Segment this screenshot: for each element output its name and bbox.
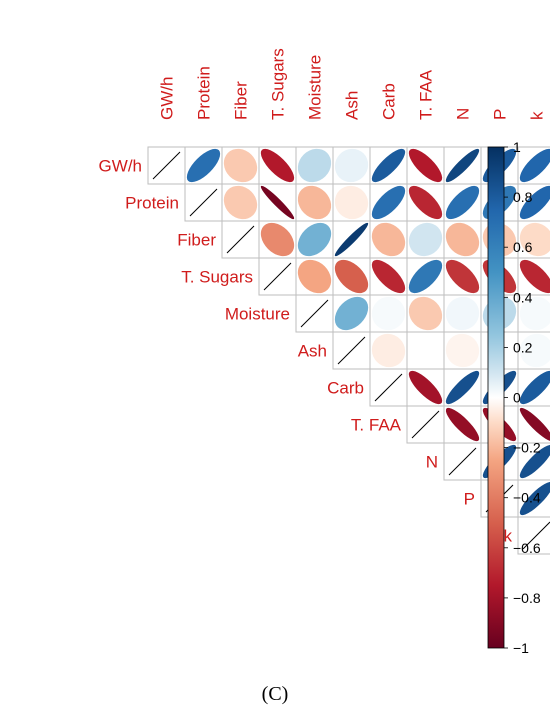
row-label: Fiber [177, 231, 216, 250]
row-label: Moisture [225, 305, 290, 324]
correlation-ellipse [297, 259, 332, 294]
row-label: P [464, 490, 475, 509]
correlation-ellipse [519, 222, 550, 257]
correlation-ellipse [445, 296, 480, 331]
correlation-ellipse [408, 185, 443, 220]
correlation-ellipse [445, 185, 480, 220]
correlation-ellipse [371, 185, 406, 220]
column-label: k [528, 111, 547, 120]
colorbar-tick-label: 0.2 [513, 339, 533, 355]
diagonal-line [189, 188, 218, 217]
correlation-ellipse [519, 370, 550, 405]
row-label: k [504, 527, 513, 546]
correlation-ellipse [445, 333, 480, 368]
correlation-ellipse [297, 185, 332, 220]
colorbar-tick-label: 0 [513, 390, 521, 406]
diagonal-line [300, 299, 329, 328]
correlation-ellipse [408, 222, 443, 257]
correlation-ellipse [445, 407, 480, 442]
correlation-ellipse [445, 222, 480, 257]
correlation-ellipse [519, 259, 550, 294]
row-label: T. Sugars [181, 268, 253, 287]
correlation-ellipse [519, 407, 550, 442]
correlation-ellipse [223, 148, 258, 183]
colorbar-tick-label: 1 [513, 139, 521, 155]
correlation-ellipse [371, 259, 406, 294]
row-label: T. FAA [351, 416, 402, 435]
diagonal-line [374, 373, 403, 402]
correlation-ellipse [519, 296, 550, 331]
correlation-ellipse [519, 333, 550, 368]
colorbar-tick-label: 0.6 [513, 239, 533, 255]
correlation-ellipse [519, 481, 550, 516]
column-label: T. FAA [417, 69, 436, 120]
diagonal-line [448, 447, 477, 476]
correlation-ellipse [371, 222, 406, 257]
diagonal-line [263, 262, 292, 291]
correlation-ellipse [371, 148, 406, 183]
diagonal-line [337, 336, 366, 365]
column-label: Carb [380, 83, 399, 120]
diagonal-line [152, 151, 181, 180]
correlation-ellipse [408, 370, 443, 405]
correlation-ellipse [519, 148, 550, 183]
correlation-ellipse [408, 333, 443, 368]
colorbar-tick-label: −1 [513, 640, 529, 656]
correlation-ellipse [223, 185, 258, 220]
column-label: Fiber [232, 81, 251, 120]
row-label: Ash [298, 342, 327, 361]
correlation-ellipse [445, 370, 480, 405]
correlation-ellipse [260, 222, 295, 257]
column-label: GW/h [158, 77, 177, 120]
colorbar-tick-label: −0.6 [513, 540, 541, 556]
correlation-ellipse [371, 333, 406, 368]
diagonal-line [522, 521, 550, 550]
row-label: N [426, 453, 438, 472]
colorbar-tick-label: −0.8 [513, 590, 541, 606]
column-label: Protein [195, 66, 214, 120]
correlation-ellipse [408, 259, 443, 294]
colorbar-tick-label: −0.4 [513, 490, 541, 506]
correlation-ellipse [519, 185, 550, 220]
correlation-ellipse [297, 148, 332, 183]
correlation-ellipse [408, 148, 443, 183]
row-label: GW/h [99, 157, 142, 176]
diagonal-line [226, 225, 255, 254]
correlation-ellipse [334, 148, 369, 183]
column-label: P [491, 109, 510, 120]
colorbar-tick-label: −0.2 [513, 440, 541, 456]
correlation-ellipse [334, 185, 369, 220]
correlation-ellipse [297, 222, 332, 257]
colorbar [487, 146, 505, 649]
figure-caption: (C) [261, 683, 289, 705]
matrix-cell [517, 516, 550, 555]
correlation-ellipse [334, 296, 369, 331]
correlation-ellipse [260, 185, 295, 220]
row-label: Carb [327, 379, 364, 398]
correlation-ellipse [334, 222, 369, 257]
correlation-ellipse [260, 148, 295, 183]
correlation-ellipse [408, 296, 443, 331]
column-label: Moisture [306, 55, 325, 120]
column-label: Ash [343, 91, 362, 120]
row-label: Protein [125, 194, 179, 213]
colorbar-tick-label: 0.4 [513, 289, 533, 305]
colorbar-tick-label: 0.8 [513, 189, 533, 205]
correlation-ellipse [371, 296, 406, 331]
column-label: N [454, 108, 473, 120]
correlation-ellipse [519, 444, 550, 479]
correlation-ellipse [334, 259, 369, 294]
column-label: T. Sugars [269, 48, 288, 120]
correlation-ellipse [186, 148, 221, 183]
correlation-ellipse [445, 259, 480, 294]
diagonal-line [411, 410, 440, 439]
correlation-ellipse [445, 148, 480, 183]
